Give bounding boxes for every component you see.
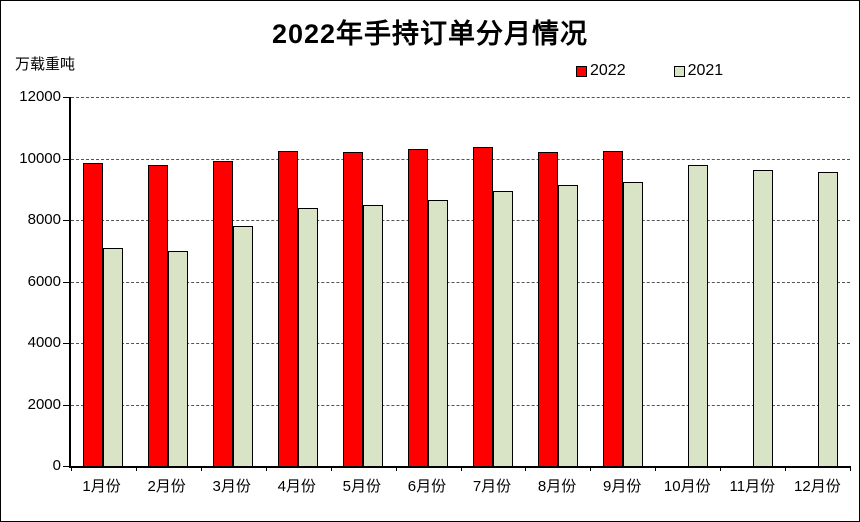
x-tick-9 [655,466,657,471]
x-tick-8 [590,466,592,471]
bar-2021-2月份 [168,250,189,466]
legend: 2022 2021 [576,62,723,80]
bar-2022-7月份 [472,147,493,466]
y-tick-4000 [63,343,71,344]
x-axis-label-9月份: 9月份 [602,478,642,495]
legend-item-2022: 2022 [576,62,626,80]
y-axis-unit-label: 万载重吨 [15,56,76,73]
x-tick-0 [71,466,72,471]
bar-2022-9月份 [602,150,623,466]
legend-swatch-2022 [576,65,587,77]
y-axis-label-0: 0 [52,457,61,474]
plot-area [63,97,851,471]
x-tick-11 [785,466,787,471]
bar-2021-1月份 [103,248,124,466]
y-axis-label-4000: 4000 [27,334,61,351]
legend-item-2021: 2021 [673,62,724,80]
bar-2022-2月份 [148,164,169,466]
x-tick-7 [525,466,527,471]
x-tick-10 [720,466,722,471]
y-axis-label-12000: 12000 [19,88,61,105]
gridline-10000 [71,158,850,160]
bar-2021-6月份 [428,200,449,466]
bar-2022-3月份 [213,160,234,466]
gridline-2000 [71,404,850,406]
x-axis-label-12月份: 12月份 [794,478,841,495]
x-tick-3 [265,466,267,471]
y-axis-labels: 0 2000 4000 6000 8000 10000 12000 [1,88,61,474]
bar-2021-12月份 [817,172,838,466]
bar-2022-6月份 [408,148,429,466]
bar-2022-1月份 [83,163,104,466]
x-tick-1 [135,466,137,471]
x-tick-12 [850,466,851,471]
bar-2021-3月份 [233,225,254,466]
y-tick-6000 [63,281,71,283]
bar-2022-8月份 [537,152,558,466]
bar-2021-11月份 [752,170,773,466]
x-axis-label-11月份: 11月份 [729,478,776,495]
x-tick-6 [460,466,462,471]
gridline-6000 [71,281,850,283]
y-tick-10000 [63,158,71,160]
gridline-8000 [71,220,850,221]
legend-label-2022: 2022 [590,62,626,79]
bar-2021-4月份 [298,207,319,466]
bar-2021-5月份 [363,204,384,466]
x-tick-4 [330,466,332,471]
y-axis-label-2000: 2000 [27,395,61,413]
x-axis-label-6月份: 6月份 [407,478,447,495]
legend-label-2021: 2021 [687,62,724,79]
gridline-4000 [71,343,850,344]
bar-2021-7月份 [492,191,513,466]
x-axis-label-3月份: 3月份 [212,478,251,495]
y-tick-2000 [63,404,71,406]
x-tick-2 [200,466,202,471]
x-axis-label-2月份: 2月份 [147,478,186,495]
y-tick-0 [63,466,71,467]
bar-2021-8月份 [557,185,578,466]
chart-title: 2022年手持订单分月情况 [271,19,589,49]
y-axis-label-8000: 8000 [27,211,61,228]
bar-2022-5月份 [343,152,364,466]
bar-2021-10月份 [687,164,708,466]
gridline-12000 [71,97,850,98]
bar-2022-4月份 [278,150,299,466]
x-axis-label-10月份: 10月份 [663,478,711,495]
y-axis-label-10000: 10000 [19,149,61,167]
x-axis-label-1月份: 1月份 [82,478,121,495]
x-tick-5 [395,466,397,471]
y-axis-label-6000: 6000 [27,272,61,290]
bar-2021-9月份 [622,181,643,466]
y-tick-12000 [63,97,71,98]
y-tick-8000 [63,220,71,221]
x-axis-label-7月份: 7月份 [472,478,512,495]
legend-swatch-2021 [673,65,685,77]
x-axis-label-4月份: 4月份 [277,478,316,495]
x-axis-label-8月份: 8月份 [537,478,577,495]
x-axis-labels: 1月份 2月份 3月份 4月份 5月份 6月份 7月份 8月份 9月份 10月份 11月份 12月份 [69,475,850,496]
x-axis-label-5月份: 5月份 [342,478,382,495]
